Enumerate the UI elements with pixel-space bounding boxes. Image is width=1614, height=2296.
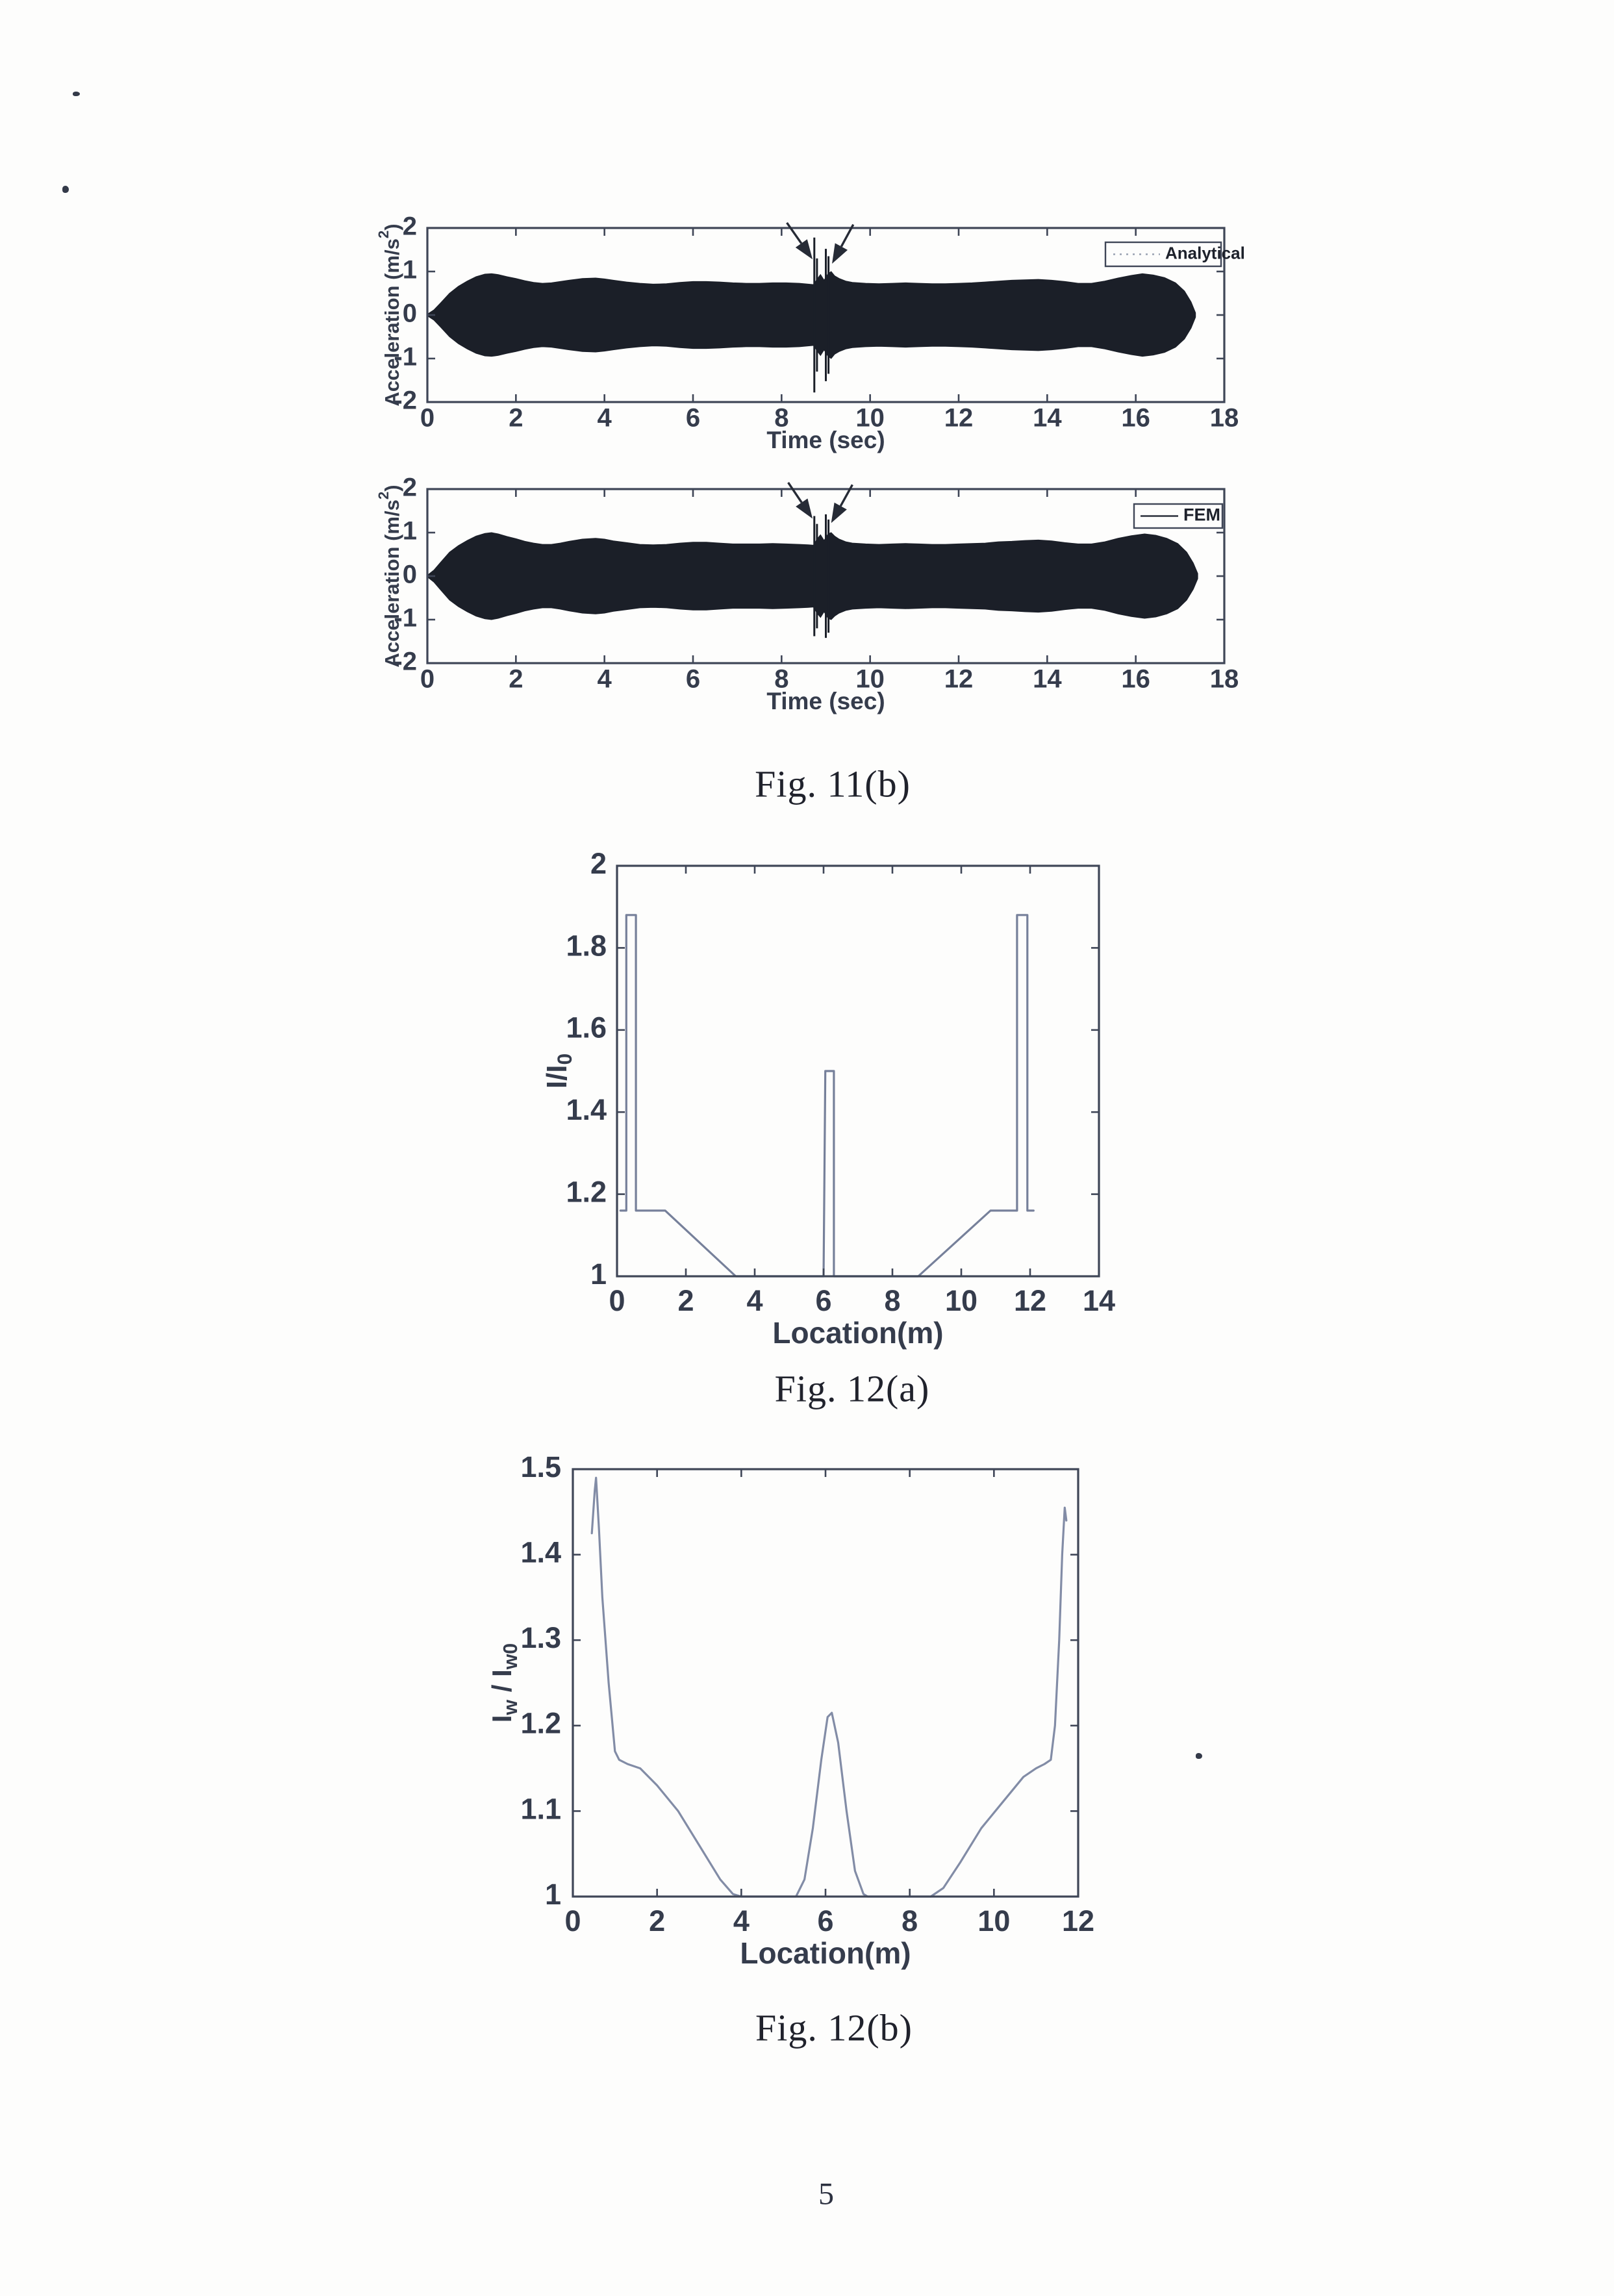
- y-tick-label: 1.4: [566, 1093, 607, 1126]
- x-tick-label: 10: [855, 665, 885, 694]
- annotation-arrow-head: [795, 239, 813, 260]
- y-tick-label: -2: [394, 648, 417, 676]
- annotation-arrow-head: [831, 502, 847, 524]
- y-tick-label: 1.5: [520, 1450, 561, 1483]
- x-tick-label: 16: [1121, 404, 1150, 433]
- x-tick-label: 0: [564, 1904, 581, 1937]
- chart-fig12a: 0 2 4 6 8 10 12 14 2 1.8 1.6 1.4 1.2 1 Location(m) I/I0: [541, 847, 1115, 1350]
- annotation-arrow-shaft: [786, 221, 803, 244]
- x-tick-label: 14: [1033, 404, 1062, 433]
- waveform-envelope: [427, 532, 1198, 620]
- x-tick-label: 12: [944, 404, 974, 433]
- x-tick-label: 10: [945, 1284, 977, 1317]
- chart-fig12b: 0 2 4 6 8 10 12 1.5 1.4 1.3 1.2 1.1 1 Location(m) Iw /…: [486, 1450, 1094, 1970]
- fig-12b-caption: Fig. 12(b): [755, 2006, 913, 2049]
- x-tick-label: 2: [509, 404, 523, 433]
- y-tick-label: 1.3: [520, 1621, 561, 1654]
- annotation-arrow-shaft: [787, 481, 803, 503]
- y-axis-label: I/I0: [541, 1053, 577, 1089]
- y-tick-label: 1.8: [566, 929, 607, 962]
- ink-speck: [1196, 1753, 1202, 1759]
- x-tick-label: 16: [1121, 665, 1150, 694]
- x-tick-label: 12: [944, 665, 974, 694]
- y-axis-label: Iw / Iw0: [486, 1643, 522, 1722]
- axes-box: [572, 1468, 1079, 1898]
- x-tick-label: 12: [1014, 1284, 1046, 1317]
- ink-speck: [62, 186, 69, 193]
- x-tick-label: 2: [649, 1904, 665, 1937]
- y-tick-label: 1.1: [520, 1792, 561, 1825]
- y-axis-label: Acceleration (m/s2): [375, 485, 403, 667]
- data-curve: [619, 914, 1035, 1278]
- x-tick-label: 8: [774, 404, 788, 433]
- x-tick-label: 14: [1033, 665, 1062, 694]
- legend-label: Analytical: [1165, 243, 1245, 262]
- x-tick-label: 18: [1210, 404, 1239, 433]
- x-tick-label: 6: [686, 665, 700, 694]
- x-tick-label: 14: [1083, 1284, 1115, 1317]
- y-tick-label: 2: [403, 473, 417, 502]
- x-tick-label: 0: [420, 665, 435, 694]
- y-tick-label: 0: [403, 299, 417, 328]
- axes-box: [616, 864, 1100, 1278]
- ink-speck: [73, 92, 80, 96]
- y-tick-label: 1: [590, 1257, 607, 1291]
- fig-12a-caption: Fig. 12(a): [774, 1367, 930, 1410]
- y-tick-label: 1.2: [520, 1707, 561, 1740]
- legend-box: [1104, 241, 1222, 268]
- x-tick-label: 4: [746, 1284, 763, 1317]
- y-tick-label: -2: [394, 386, 417, 415]
- x-tick-label: 12: [1062, 1904, 1094, 1937]
- legend-label: FEM: [1183, 505, 1220, 525]
- x-axis-label: Time (sec): [766, 688, 885, 714]
- x-tick-label: 8: [884, 1284, 900, 1317]
- annotation-arrow-shaft: [840, 223, 855, 247]
- x-tick-label: 2: [677, 1284, 694, 1317]
- annotation-arrow-head: [832, 243, 848, 264]
- x-tick-label: 0: [609, 1284, 625, 1317]
- x-tick-label: 6: [815, 1284, 831, 1317]
- x-tick-label: 4: [598, 404, 612, 433]
- y-tick-label: 1: [403, 517, 417, 546]
- y-tick-label: 0: [403, 561, 417, 589]
- x-axis-label: Location(m): [740, 1936, 911, 1970]
- y-axis-label: Acceleration (m/s2): [375, 223, 403, 406]
- y-tick-label: 1.2: [566, 1175, 607, 1208]
- y-tick-label: 1.6: [566, 1011, 607, 1044]
- x-tick-label: 18: [1210, 665, 1239, 694]
- annotation-arrow-shaft: [839, 484, 853, 507]
- x-tick-label: 4: [598, 665, 612, 694]
- y-tick-label: 1.4: [520, 1535, 561, 1569]
- y-tick-label: -1: [394, 343, 417, 372]
- x-tick-label: 6: [817, 1904, 833, 1937]
- x-tick-label: 2: [509, 665, 523, 694]
- y-tick-label: 2: [403, 212, 417, 241]
- waveform-envelope: [427, 271, 1196, 359]
- fig-11b-caption: Fig. 11(b): [755, 763, 911, 805]
- x-tick-label: 10: [977, 1904, 1010, 1937]
- x-tick-label: 8: [902, 1904, 918, 1937]
- y-tick-label: 2: [590, 847, 607, 880]
- x-tick-label: 0: [420, 404, 435, 433]
- y-tick-label: -1: [394, 604, 417, 633]
- annotation-arrow-head: [796, 498, 813, 519]
- x-tick-label: 8: [774, 665, 788, 694]
- x-tick-label: 10: [855, 404, 885, 433]
- y-tick-label: 1: [403, 256, 417, 284]
- x-axis-label: Time (sec): [766, 427, 885, 453]
- data-curve: [590, 1476, 1068, 1898]
- x-tick-label: 4: [733, 1904, 750, 1937]
- y-tick-label: 1: [545, 1878, 561, 1911]
- x-tick-label: 6: [686, 404, 700, 433]
- x-axis-label: Location(m): [772, 1316, 943, 1350]
- page-number: 5: [818, 2176, 834, 2212]
